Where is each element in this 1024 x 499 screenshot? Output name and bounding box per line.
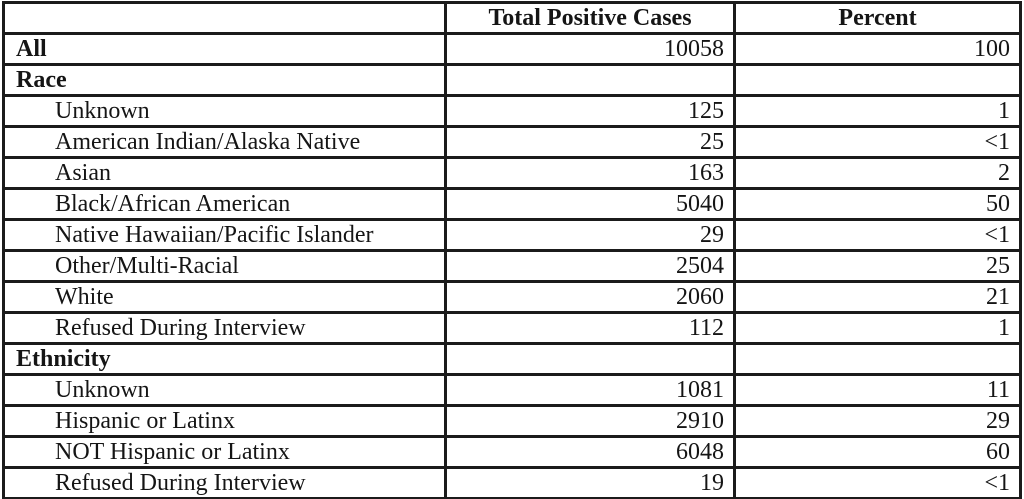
cases-cell: 125 bbox=[444, 94, 736, 128]
cases-cell bbox=[444, 63, 736, 97]
percent-cell: <1 bbox=[733, 218, 1022, 252]
row-label-cell: Native Hawaiian/Pacific Islander bbox=[2, 218, 447, 252]
label-column-header bbox=[2, 1, 447, 35]
cases-cell: 163 bbox=[444, 156, 736, 190]
table-row: Asian 163 2 bbox=[2, 156, 1022, 190]
cases-cell: 19 bbox=[444, 466, 736, 499]
percent-cell: 100 bbox=[733, 32, 1022, 66]
percent-cell bbox=[733, 63, 1022, 97]
table-body: All 10058 100 Race Unknown 125 1 America… bbox=[2, 32, 1022, 499]
table-row: Black/African American 5040 50 bbox=[2, 187, 1022, 221]
percent-cell: 29 bbox=[733, 404, 1022, 438]
row-label-cell: White bbox=[2, 280, 447, 314]
table-row: Other/Multi-Racial 2504 25 bbox=[2, 249, 1022, 283]
percent-column-header: Percent bbox=[733, 1, 1022, 35]
table-row: NOT Hispanic or Latinx 6048 60 bbox=[2, 435, 1022, 469]
table-row: Unknown 125 1 bbox=[2, 94, 1022, 128]
table-row: White 2060 21 bbox=[2, 280, 1022, 314]
row-label-cell: Asian bbox=[2, 156, 447, 190]
percent-cell: 25 bbox=[733, 249, 1022, 283]
row-label-cell: Other/Multi-Racial bbox=[2, 249, 447, 283]
cases-cell bbox=[444, 342, 736, 376]
percent-cell: 60 bbox=[733, 435, 1022, 469]
cases-cell: 25 bbox=[444, 125, 736, 159]
cases-cell: 2910 bbox=[444, 404, 736, 438]
table-row: American Indian/Alaska Native 25 <1 bbox=[2, 125, 1022, 159]
percent-cell: 1 bbox=[733, 311, 1022, 345]
table-row: Unknown 1081 11 bbox=[2, 373, 1022, 407]
row-label-cell: Refused During Interview bbox=[2, 311, 447, 345]
table-row: Ethnicity bbox=[2, 342, 1022, 376]
table-row: All 10058 100 bbox=[2, 32, 1022, 66]
row-label-cell: Hispanic or Latinx bbox=[2, 404, 447, 438]
percent-cell: <1 bbox=[733, 466, 1022, 499]
cases-cell: 29 bbox=[444, 218, 736, 252]
cases-cell: 5040 bbox=[444, 187, 736, 221]
table-row: Hispanic or Latinx 2910 29 bbox=[2, 404, 1022, 438]
header-row: Total Positive Cases Percent bbox=[2, 1, 1022, 35]
table-row: Refused During Interview 19 <1 bbox=[2, 466, 1022, 499]
row-label-cell: Race bbox=[2, 63, 447, 97]
table-row: Refused During Interview 112 1 bbox=[2, 311, 1022, 345]
row-label-cell: All bbox=[2, 32, 447, 66]
percent-cell: 2 bbox=[733, 156, 1022, 190]
cases-cell: 2060 bbox=[444, 280, 736, 314]
row-label-cell: Refused During Interview bbox=[2, 466, 447, 499]
percent-cell: 11 bbox=[733, 373, 1022, 407]
cases-cell: 1081 bbox=[444, 373, 736, 407]
row-label-cell: NOT Hispanic or Latinx bbox=[2, 435, 447, 469]
row-label-cell: Unknown bbox=[2, 94, 447, 128]
cases-cell: 112 bbox=[444, 311, 736, 345]
percent-cell bbox=[733, 342, 1022, 376]
table-row: Race bbox=[2, 63, 1022, 97]
cases-column-header: Total Positive Cases bbox=[444, 1, 736, 35]
percent-cell: <1 bbox=[733, 125, 1022, 159]
table-row: Native Hawaiian/Pacific Islander 29 <1 bbox=[2, 218, 1022, 252]
row-label-cell: Ethnicity bbox=[2, 342, 447, 376]
percent-cell: 21 bbox=[733, 280, 1022, 314]
row-label-cell: Unknown bbox=[2, 373, 447, 407]
cases-cell: 10058 bbox=[444, 32, 736, 66]
cases-cell: 6048 bbox=[444, 435, 736, 469]
percent-cell: 1 bbox=[733, 94, 1022, 128]
cases-cell: 2504 bbox=[444, 249, 736, 283]
row-label-cell: Black/African American bbox=[2, 187, 447, 221]
percent-cell: 50 bbox=[733, 187, 1022, 221]
row-label-cell: American Indian/Alaska Native bbox=[2, 125, 447, 159]
